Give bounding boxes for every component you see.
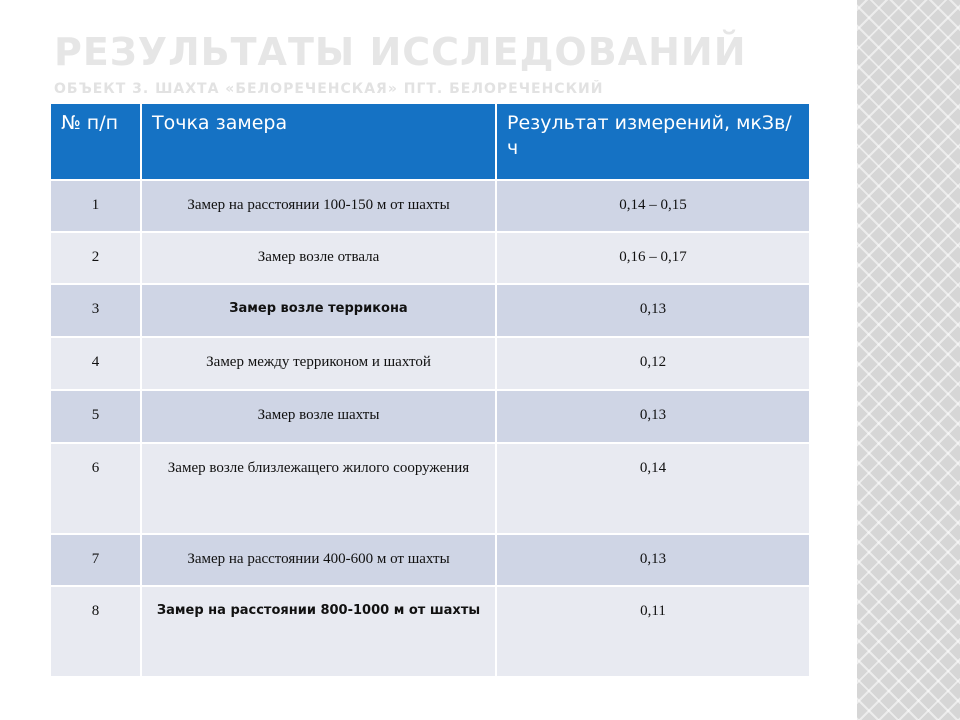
row-number: 2 <box>49 231 142 285</box>
table-row: 8 Замер на расстоянии 800-1000 м от шахт… <box>49 585 811 678</box>
results-table: № п/п Точка замера Результат измерений, … <box>49 102 811 678</box>
row-number: 3 <box>49 283 142 338</box>
table-row: 2 Замер возле отвала 0,16 – 0,17 <box>49 231 811 285</box>
table-row: 3 Замер возле террикона 0,13 <box>49 283 811 338</box>
measurement-point: Замер на расстоянии 800-1000 м от шахты <box>140 585 497 678</box>
measurement-point: Замер на расстоянии 100-150 м от шахты <box>140 179 497 233</box>
measurement-result: 0,14 <box>495 442 811 535</box>
column-header-result: Результат измерений, мкЗв/ч <box>495 102 811 181</box>
row-number: 8 <box>49 585 142 678</box>
column-header-point: Точка замера <box>140 102 497 181</box>
slide-title: Результаты исследований <box>54 30 747 74</box>
measurement-result: 0,11 <box>495 585 811 678</box>
slide-subtitle: Объект 3. Шахта «Белореченская» пгт. Бел… <box>54 81 604 94</box>
row-number: 4 <box>49 336 142 391</box>
measurement-point: Замер на расстоянии 400-600 м от шахты <box>140 533 497 587</box>
measurement-result: 0,14 – 0,15 <box>495 179 811 233</box>
measurement-result: 0,16 – 0,17 <box>495 231 811 285</box>
table-header-row: № п/п Точка замера Результат измерений, … <box>49 102 811 181</box>
measurement-point: Замер возле близлежащего жилого сооружен… <box>140 442 497 535</box>
measurement-result: 0,13 <box>495 283 811 338</box>
table-row: 6 Замер возле близлежащего жилого сооруж… <box>49 442 811 535</box>
measurement-point: Замер возле шахты <box>140 389 497 444</box>
measurement-point: Замер возле отвала <box>140 231 497 285</box>
row-number: 5 <box>49 389 142 444</box>
table-row: 7 Замер на расстоянии 400-600 м от шахты… <box>49 533 811 587</box>
row-number: 1 <box>49 179 142 233</box>
decorative-side-pattern <box>857 0 960 720</box>
measurement-result: 0,13 <box>495 533 811 587</box>
column-header-number: № п/п <box>49 102 142 181</box>
measurement-point: Замер между терриконом и шахтой <box>140 336 497 391</box>
table-row: 5 Замер возле шахты 0,13 <box>49 389 811 444</box>
measurement-point: Замер возле террикона <box>140 283 497 338</box>
measurement-result: 0,12 <box>495 336 811 391</box>
row-number: 7 <box>49 533 142 587</box>
table-row: 1 Замер на расстоянии 100-150 м от шахты… <box>49 179 811 233</box>
table-row: 4 Замер между терриконом и шахтой 0,12 <box>49 336 811 391</box>
row-number: 6 <box>49 442 142 535</box>
measurement-result: 0,13 <box>495 389 811 444</box>
